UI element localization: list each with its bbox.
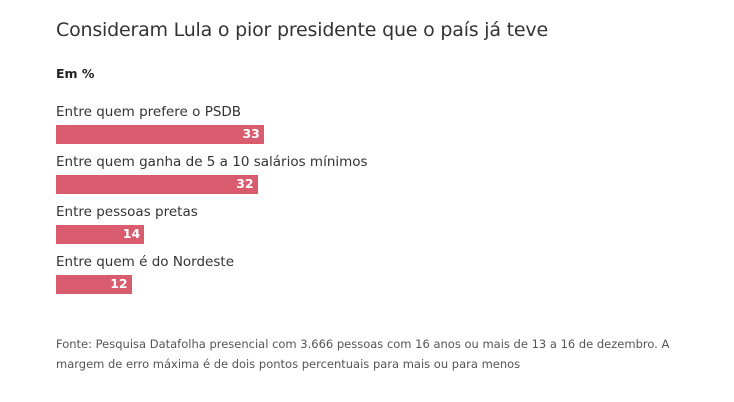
bar-row: Entre quem ganha de 5 a 10 salários míni…: [56, 154, 676, 204]
bar: 33: [56, 125, 264, 144]
bar-chart: Entre quem prefere o PSDB 33 Entre quem ga…: [56, 104, 676, 304]
bar-value-label: 33: [242, 126, 260, 141]
chart-title: Consideram Lula o pior presidente que o …: [56, 19, 548, 41]
bar: 14: [56, 225, 145, 244]
bar-label: Entre quem prefere o PSDB: [56, 104, 242, 120]
bar-value-label: 32: [236, 176, 254, 191]
bar-row: Entre quem prefere o PSDB 33: [56, 104, 676, 154]
bar-label: Entre quem ganha de 5 a 10 salários míni…: [56, 154, 368, 170]
bar-row: Entre quem é do Nordeste 12: [56, 254, 676, 304]
bar-value-label: 12: [110, 276, 128, 291]
bar-row: Entre pessoas pretas 14: [56, 204, 676, 254]
source-note: Fonte: Pesquisa Datafolha presencial com…: [56, 337, 670, 371]
bar-label: Entre quem é do Nordeste: [56, 254, 234, 270]
bar: 32: [56, 175, 258, 194]
bar-value-label: 14: [122, 226, 141, 241]
chart-subtitle: Em %: [56, 66, 95, 81]
bar-label: Entre pessoas pretas: [56, 204, 198, 220]
bar: 12: [56, 275, 132, 294]
